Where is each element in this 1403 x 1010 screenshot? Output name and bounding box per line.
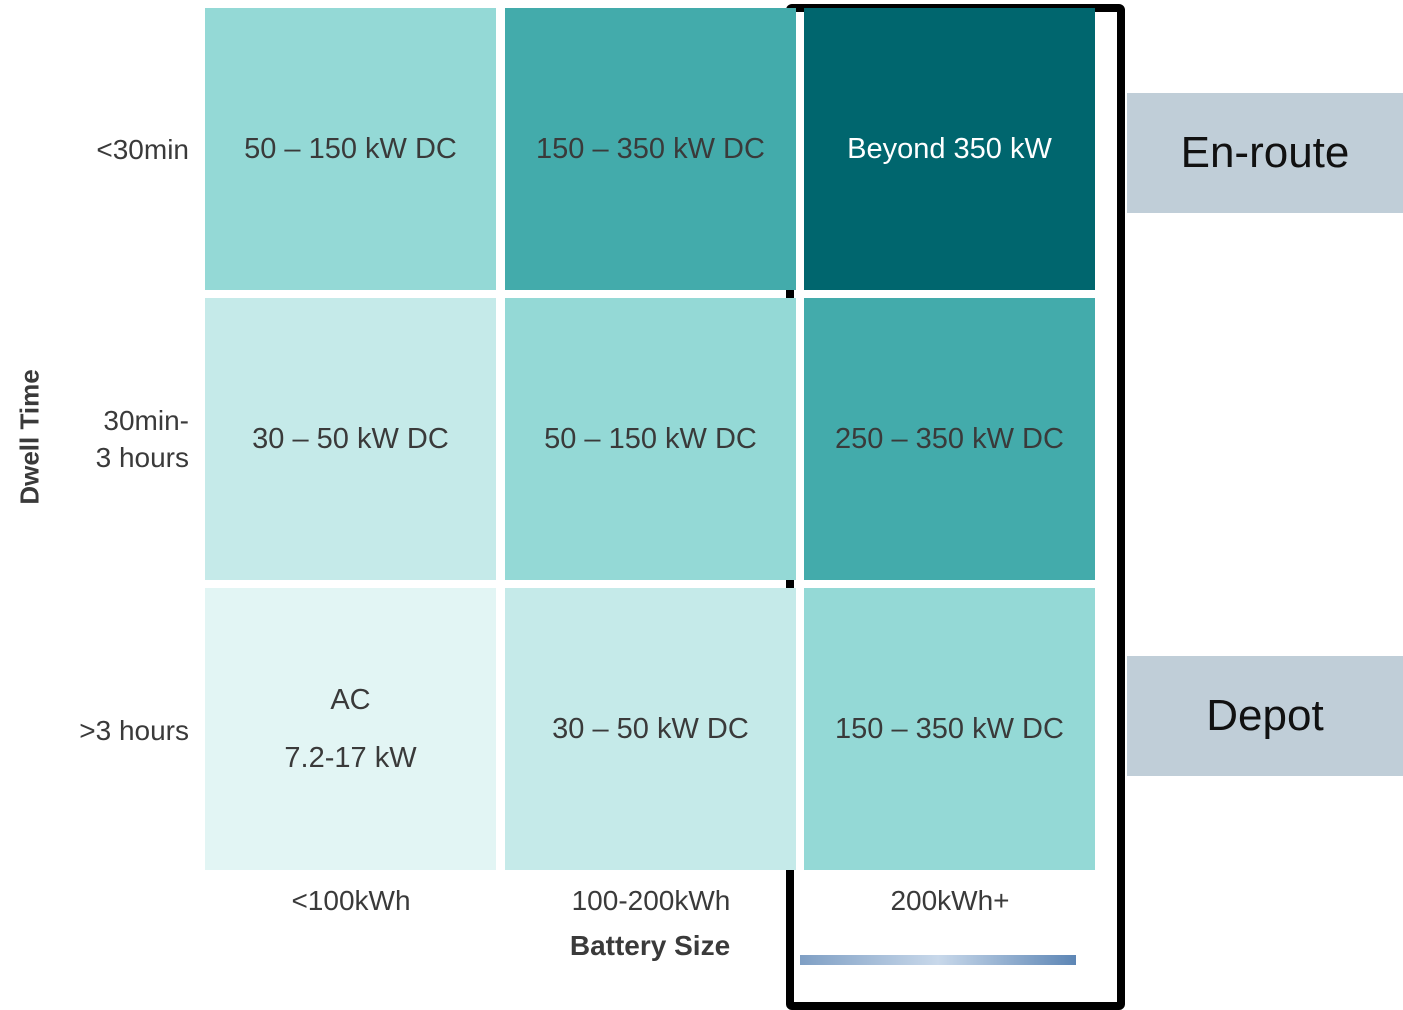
cell: 50 – 150 kW DC	[205, 8, 496, 290]
row-label-text: >3 hours	[9, 712, 189, 749]
column-label: 100-200kWh	[505, 885, 797, 917]
cell-text: 150 – 350 kW DC	[835, 700, 1064, 758]
cell-text: 150 – 350 kW DC	[536, 120, 765, 178]
row-label: 30min-3 hours	[9, 298, 189, 580]
cell: 250 – 350 kW DC	[804, 298, 1095, 580]
cell-text: 30 – 50 kW DC	[252, 410, 449, 468]
cell-text: 7.2-17 kW	[284, 729, 416, 787]
column-label: <100kWh	[205, 885, 497, 917]
cell: Beyond 350 kW	[804, 8, 1095, 290]
column-label: 200kWh+	[804, 885, 1096, 917]
x-axis-title: Battery Size	[570, 930, 730, 962]
row-label-text: 30min-	[9, 402, 189, 439]
row-label: <30min	[9, 8, 189, 290]
cell: 150 – 350 kW DC	[505, 8, 796, 290]
cell-text: 250 – 350 kW DC	[835, 410, 1064, 468]
page: Dwell Time Battery Size (() => { const d…	[0, 0, 1403, 965]
side-label: Depot	[1127, 656, 1403, 776]
cell-text: 30 – 50 kW DC	[552, 700, 749, 758]
cell: 50 – 150 kW DC	[505, 298, 796, 580]
cell: 30 – 50 kW DC	[505, 588, 796, 870]
side-label: En-route	[1127, 93, 1403, 213]
row-label-text: <30min	[9, 131, 189, 168]
cell: 30 – 50 kW DC	[205, 298, 496, 580]
row-label-text: 3 hours	[9, 439, 189, 476]
cell: 150 – 350 kW DC	[804, 588, 1095, 870]
cell-text: 50 – 150 kW DC	[244, 120, 457, 178]
cell-text: AC	[330, 671, 370, 729]
cell-text: 50 – 150 kW DC	[544, 410, 757, 468]
row-label: >3 hours	[9, 588, 189, 873]
cell-text: Beyond 350 kW	[847, 120, 1052, 178]
